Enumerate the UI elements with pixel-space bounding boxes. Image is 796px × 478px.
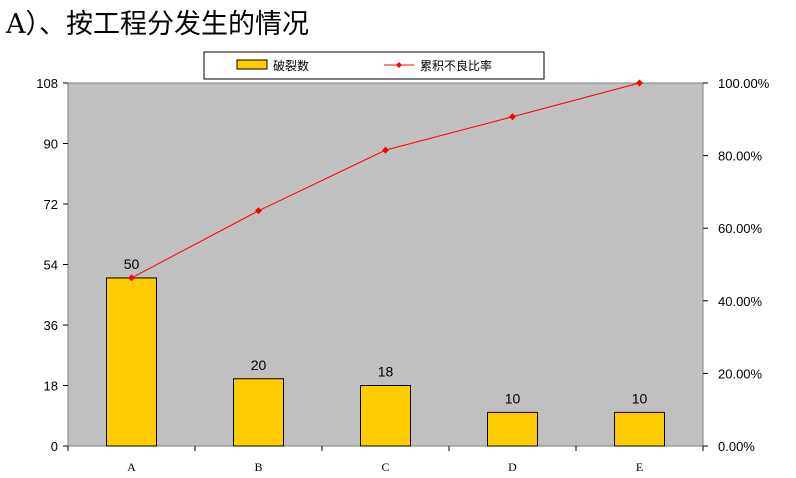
- right-axis-tick-label: 100.00%: [718, 76, 770, 91]
- x-axis-tick-label: D: [508, 460, 517, 474]
- bar-data-label: 10: [505, 390, 521, 406]
- legend-bar-label: 破裂数: [273, 58, 309, 73]
- legend-bar-swatch: [236, 59, 268, 70]
- cumulative-point-B: [255, 207, 262, 215]
- cumulative-point-D: [509, 113, 516, 121]
- left-axis-tick-label: 0: [51, 439, 58, 454]
- bar-C: [360, 385, 411, 447]
- x-axis-tick-label: A: [127, 460, 136, 474]
- right-axis-tick-label: 20.00%: [718, 366, 763, 381]
- right-axis-tick-label: 80.00%: [718, 149, 763, 164]
- bar-B: [233, 378, 284, 447]
- legend-line-label: 累积不良比率: [420, 58, 492, 73]
- chart-heading: A）、按工程分发生的情况: [6, 9, 309, 40]
- left-axis-tick-label: 18: [44, 379, 58, 394]
- bar-data-label: 18: [378, 364, 394, 380]
- cumulative-point-C: [382, 146, 389, 154]
- bar-data-label: 50: [124, 256, 140, 272]
- left-axis-tick-label: 54: [44, 258, 58, 273]
- legend: 破裂数 累积不良比率: [203, 51, 545, 80]
- bar-E: [614, 411, 665, 447]
- left-axis-tick-label: 108: [36, 76, 58, 91]
- right-axis-tick-label: 0.00%: [718, 439, 755, 454]
- x-axis-tick-label: B: [254, 460, 262, 474]
- x-axis-tick-label: C: [381, 460, 389, 474]
- right-axis-tick-label: 40.00%: [718, 294, 763, 309]
- right-axis-tick-label: 60.00%: [718, 221, 763, 236]
- x-axis-tick-label: E: [636, 460, 643, 474]
- cumulative-point-E: [636, 79, 643, 87]
- cumulative-point-A: [128, 274, 135, 282]
- left-axis-tick-label: 72: [44, 197, 58, 212]
- left-axis-tick-label: 36: [44, 318, 58, 333]
- bar-A: [106, 277, 157, 447]
- left-axis-tick-label: 90: [44, 137, 58, 152]
- bar-D: [487, 411, 538, 447]
- bar-data-label: 10: [632, 390, 648, 406]
- bar-data-label: 20: [251, 357, 267, 373]
- legend-line-marker: [396, 62, 402, 68]
